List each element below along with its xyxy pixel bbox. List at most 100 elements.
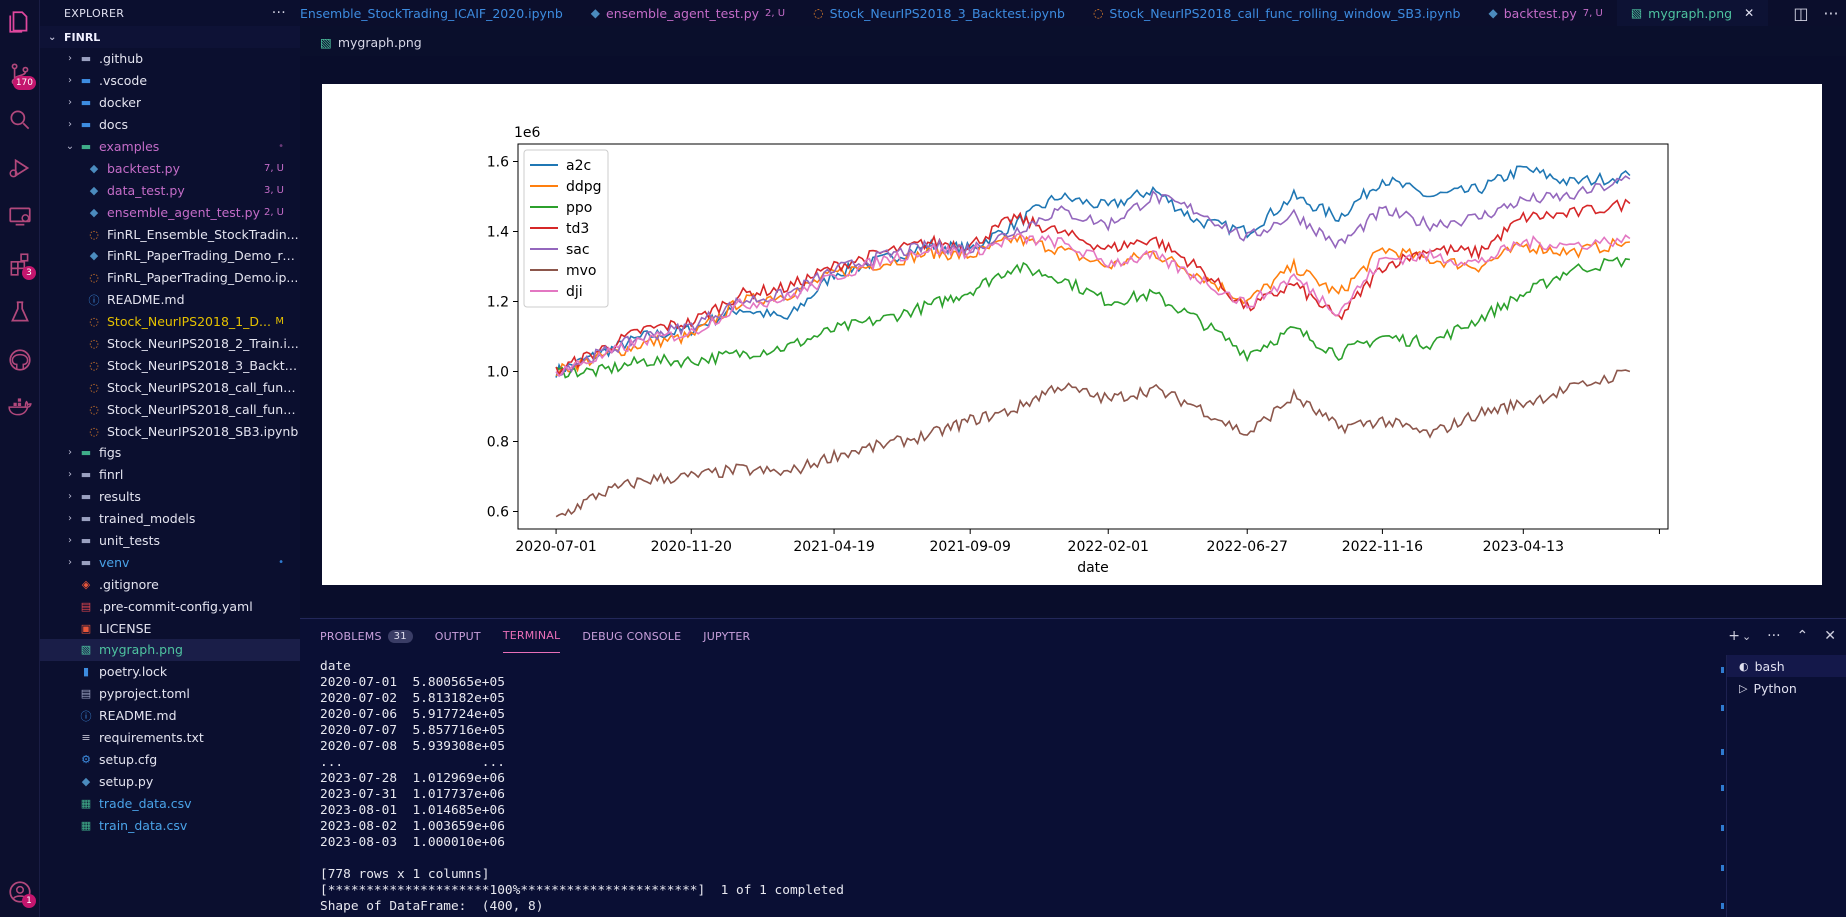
jupyter-icon: ◌ [89, 227, 99, 241]
tree-item[interactable]: ▦ trade_data.csv [40, 792, 300, 814]
run-debug-icon[interactable] [0, 146, 40, 190]
y-tick-label: 1.0 [487, 365, 509, 381]
extensions-icon[interactable]: 3 [0, 242, 40, 286]
tree-item[interactable]: ◆ FinRL_PaperTrading_Demo_re... [40, 245, 300, 267]
tree-item-label: .gitignore [99, 576, 159, 592]
terminal-scroll-markers[interactable] [1715, 659, 1729, 914]
docs-folder-icon: ▬ [80, 118, 92, 132]
tree-item[interactable]: ◆ ensemble_agent_test.py 2, U [40, 201, 300, 223]
tree-item[interactable]: ⌄ ▬ examples • [40, 136, 300, 158]
panel-tab[interactable]: PROBLEMS 31 [320, 619, 413, 653]
chevron-down-icon[interactable]: ⌄ [1741, 629, 1752, 643]
search-icon[interactable] [0, 98, 40, 142]
tree-item[interactable]: ◌ FinRL_PaperTrading_Demo.ip... [40, 267, 300, 289]
terminal-output[interactable]: date 2020-07-01 5.800565e+05 2020-07-02 5.… [320, 659, 1710, 915]
tree-item[interactable]: ◆ data_test.py 3, U [40, 179, 300, 201]
tree-item[interactable]: ⓘ README.md [40, 705, 300, 727]
tree-item[interactable]: ▤ pyproject.toml [40, 683, 300, 705]
tree-item[interactable]: ▤ .pre-commit-config.yaml [40, 595, 300, 617]
tree-item[interactable]: ▦ train_data.csv [40, 814, 300, 836]
editor-more-icon[interactable]: ··· [1823, 3, 1839, 23]
editor-tab[interactable]: ▧ mygraph.png ✕ [1616, 0, 1769, 26]
editor-tab[interactable]: ◆ ensemble_agent_test.py 2, U [577, 0, 799, 26]
tree-item[interactable]: ≡ requirements.txt [40, 727, 300, 749]
y-tick-label: 1.6 [487, 155, 509, 171]
tree-item[interactable]: ◌ Stock_NeurIPS2018_call_func... [40, 398, 300, 420]
editor-tab[interactable]: Ensemble_StockTrading_ICAIF_2020.ipynb [300, 0, 577, 26]
tree-item[interactable]: ◌ Stock_NeurIPS2018_call_func... [40, 376, 300, 398]
split-editor-icon[interactable]: ◫ [1793, 3, 1809, 23]
series-line-td3 [555, 198, 1631, 377]
jupyter-icon: ◌ [813, 6, 824, 20]
tree-item[interactable]: ▮ poetry.lock [40, 661, 300, 683]
tree-item[interactable]: › ▬ figs [40, 442, 300, 464]
breadcrumb-label[interactable]: mygraph.png [337, 34, 422, 50]
tree-item[interactable]: ◆ setup.py [40, 770, 300, 792]
tree-item[interactable]: ◌ Stock_NeurIPS2018_1_D... M [40, 311, 300, 333]
tree-item[interactable]: ◌ Stock_NeurIPS2018_3_Backte... [40, 354, 300, 376]
terminal-instance[interactable]: ◐ bash [1727, 655, 1846, 677]
tree-item-label: results [99, 489, 141, 505]
x-tick-label: 2022-02-01 [1068, 539, 1149, 555]
problems-count-badge: 31 [387, 629, 413, 643]
panel-tab-label: JUPYTER [703, 629, 751, 643]
terminal-line: [*********************100%**************… [320, 883, 844, 898]
terminal-line: date [320, 659, 351, 674]
tree-item[interactable]: › ▬ results [40, 486, 300, 508]
docker-icon[interactable] [0, 384, 40, 428]
panel-tab[interactable]: DEBUG CONSOLE [582, 619, 681, 653]
account-icon[interactable]: 1 [0, 870, 40, 914]
tree-item-label: setup.py [99, 773, 154, 789]
new-terminal-icon[interactable]: + [1728, 628, 1740, 644]
python-icon: ◆ [89, 161, 99, 175]
vscode-folder-icon: ▬ [80, 74, 92, 88]
panel-tab[interactable]: TERMINAL [502, 619, 561, 653]
tree-item[interactable]: › ▬ finrl [40, 464, 300, 486]
panel-tab[interactable]: OUTPUT [435, 619, 481, 653]
x-tick-label: 2021-09-09 [930, 539, 1011, 555]
tree-item[interactable]: › ▬ .vscode [40, 70, 300, 92]
jupyter-icon: ◌ [89, 402, 99, 416]
close-panel-icon[interactable]: ✕ [1824, 628, 1836, 644]
panel-tab[interactable]: JUPYTER [703, 619, 750, 653]
tree-item[interactable]: › ▬ unit_tests [40, 530, 300, 552]
legend-label: mvo [566, 263, 597, 279]
terminal-instance[interactable]: ▷ Python [1727, 677, 1846, 699]
files-icon[interactable] [0, 0, 40, 44]
workspace-root[interactable]: ⌄ FINRL [40, 26, 300, 48]
python-icon: ◆ [89, 183, 99, 197]
tree-item[interactable]: ▧ mygraph.png [40, 639, 300, 661]
source-control-icon[interactable]: 170 [0, 52, 40, 96]
panel-more-icon[interactable]: ··· [1767, 628, 1781, 644]
series-line-mvo [555, 369, 1631, 518]
tree-item-label: .vscode [99, 73, 148, 89]
tree-item[interactable]: › ▬ docs [40, 114, 300, 136]
tree-item[interactable]: › ▬ venv • [40, 551, 300, 573]
editor-tab[interactable]: ◌ Stock_NeurIPS2018_3_Backtest.ipynb [799, 0, 1079, 26]
tree-item[interactable]: ◌ Stock_NeurIPS2018_2_Train.i... [40, 333, 300, 355]
editor-tab[interactable]: ◆ backtest.py 7, U [1475, 0, 1617, 26]
github-icon[interactable] [0, 338, 40, 382]
tree-item[interactable]: ◌ FinRL_Ensemble_StockTradin... [40, 223, 300, 245]
testing-flask-icon[interactable] [0, 290, 40, 334]
workspace-root-label: FINRL [64, 30, 101, 44]
tree-item[interactable]: ◌ Stock_NeurIPS2018_SB3.ipynb [40, 420, 300, 442]
git-status-badge: 7, U [263, 162, 284, 174]
more-actions-icon[interactable]: ··· [271, 5, 286, 21]
plot-area-frame [517, 143, 1669, 530]
x-tick-label: 2023-04-13 [1483, 539, 1564, 555]
tree-item[interactable]: ◈ .gitignore [40, 573, 300, 595]
tree-item[interactable]: › ▬ trained_models [40, 508, 300, 530]
remote-explorer-icon[interactable] [0, 194, 40, 238]
tree-item[interactable]: › ▬ .github [40, 48, 300, 70]
tree-item[interactable]: › ▬ docker [40, 92, 300, 114]
tree-item[interactable]: ◆ backtest.py 7, U [40, 157, 300, 179]
terminal-line: [778 rows x 1 columns] [320, 867, 490, 882]
editor-tab[interactable]: ◌ Stock_NeurIPS2018_call_func_rolling_win… [1079, 0, 1475, 26]
close-tab-icon[interactable]: ✕ [1744, 6, 1755, 20]
editor-tab-label: backtest.py [1503, 5, 1577, 21]
maximize-panel-icon[interactable]: ⌃ [1796, 628, 1809, 644]
tree-item[interactable]: ▣ LICENSE [40, 617, 300, 639]
tree-item[interactable]: ⓘ README.md [40, 289, 300, 311]
tree-item[interactable]: ⚙ setup.cfg [40, 749, 300, 771]
